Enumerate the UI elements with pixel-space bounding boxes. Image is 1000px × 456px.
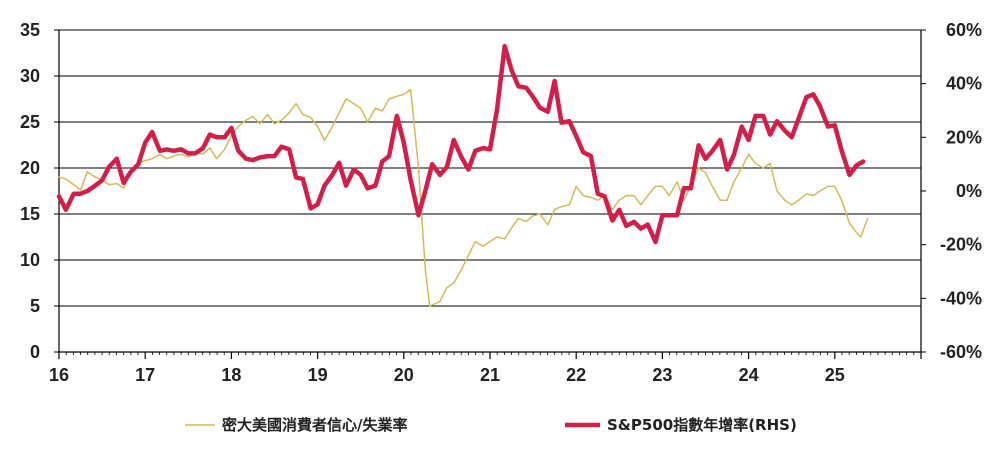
x-tick-label: 24 (739, 365, 759, 385)
x-tick-label: 25 (825, 365, 845, 385)
left-tick-label: 25 (20, 112, 40, 132)
right-tick-label: 60% (946, 20, 982, 40)
left-tick-label: 5 (30, 296, 40, 316)
left-tick-label: 30 (20, 66, 40, 86)
right-axis-ticks: -60% -40% -20% 0% 20% 40% 60% (921, 20, 982, 362)
right-tick-label: 40% (946, 74, 982, 94)
right-tick-label: -60% (940, 342, 982, 362)
x-tick-label: 20 (394, 365, 414, 385)
x-axis-ticks: 16 17 18 19 20 21 22 23 24 25 (49, 352, 922, 385)
x-tick-label: 16 (49, 365, 69, 385)
legend-label-consumer-sentiment: 密大美國消費者信心/失業率 (222, 416, 407, 434)
legend: 密大美國消費者信心/失業率 S&P500指數年增率(RHS) (185, 416, 797, 434)
left-tick-label: 20 (20, 158, 40, 178)
legend-label-sp500: S&P500指數年增率(RHS) (607, 416, 797, 434)
right-tick-label: -40% (940, 288, 982, 308)
left-tick-label: 15 (20, 204, 40, 224)
x-tick-label: 23 (652, 365, 672, 385)
x-tick-label: 21 (480, 365, 500, 385)
left-tick-label: 10 (20, 250, 40, 270)
right-tick-label: -20% (940, 235, 982, 255)
x-tick-label: 17 (135, 365, 155, 385)
x-tick-label: 18 (221, 365, 241, 385)
x-tick-label: 19 (308, 365, 328, 385)
x-tick-label: 22 (566, 365, 586, 385)
left-tick-label: 35 (20, 20, 40, 40)
series-line-sp500 (56, 43, 866, 245)
right-tick-label: 0% (956, 181, 982, 201)
right-tick-label: 20% (946, 127, 982, 147)
left-tick-label: 0 (30, 342, 40, 362)
axes (58, 30, 922, 353)
grid-lines (59, 29, 921, 353)
left-axis-ticks: 0 5 10 15 20 25 30 35 (20, 20, 59, 362)
series-lines (56, 43, 869, 307)
